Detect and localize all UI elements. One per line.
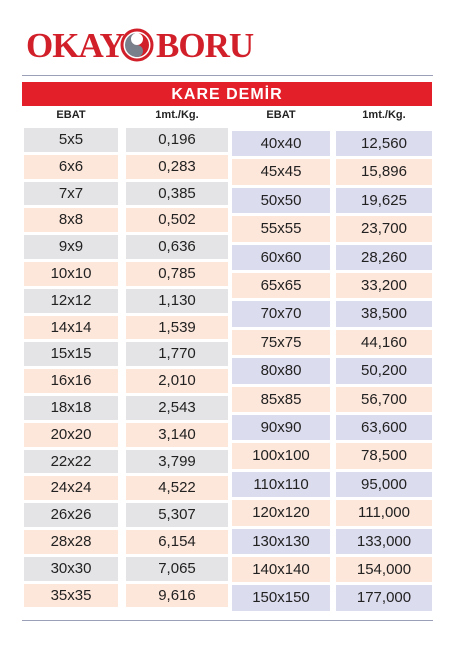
table-cell: 50,200 <box>336 358 432 384</box>
table-cell: 28,260 <box>336 244 432 270</box>
logo-left: OKAY <box>26 26 125 65</box>
table-cell: 133,000 <box>336 528 432 554</box>
table-cell: 55x55 <box>232 216 330 242</box>
table-cell: 56,700 <box>336 386 432 412</box>
table-cell: 9,616 <box>126 583 228 608</box>
table-cell: 0,502 <box>126 208 228 233</box>
table-title: KARE DEMİR <box>22 82 432 106</box>
table-cell: 14x14 <box>24 315 118 340</box>
column-header: EBAT <box>56 109 86 121</box>
table-cell: 140x140 <box>232 557 330 583</box>
column-header: 1mt./Kg. <box>362 109 406 121</box>
column-header: EBAT <box>266 109 296 121</box>
table-cell: 18x18 <box>24 396 118 420</box>
rule <box>22 75 433 76</box>
table-cell: 5,307 <box>126 503 228 527</box>
table-cell: 9x9 <box>24 235 118 259</box>
table-cell: 85x85 <box>232 386 330 412</box>
table-cell: 33,200 <box>336 273 432 299</box>
table-cell: 70x70 <box>232 301 330 327</box>
table-cell: 23,700 <box>336 216 432 242</box>
table-cell: 15,896 <box>336 159 432 185</box>
table-cell: 65x65 <box>232 273 330 299</box>
table-cell: 8x8 <box>24 208 118 233</box>
table-cell: 24x24 <box>24 476 118 501</box>
table-cell: 0,196 <box>126 128 228 152</box>
logo-icon <box>120 28 154 62</box>
table-cell: 0,283 <box>126 154 228 179</box>
table-cell: 1,130 <box>126 288 228 313</box>
table-cell: 6,154 <box>126 530 228 554</box>
table-cell: 22x22 <box>24 449 118 474</box>
table-cell: 20x20 <box>24 422 118 447</box>
table-cell: 7x7 <box>24 181 118 206</box>
table-cell: 12x12 <box>24 288 118 313</box>
table-cell: 0,785 <box>126 262 228 286</box>
logo-right: BORU <box>156 26 254 65</box>
table-cell: 44,160 <box>336 329 432 356</box>
table-cell: 154,000 <box>336 557 432 583</box>
table-cell: 38,500 <box>336 301 432 327</box>
table-cell: 177,000 <box>336 585 432 611</box>
table-cell: 78,500 <box>336 443 432 469</box>
table-cell: 100x100 <box>232 443 330 469</box>
table-cell: 5x5 <box>24 128 118 152</box>
rule <box>22 620 433 621</box>
table-cell: 15x15 <box>24 342 118 367</box>
table-cell: 12,560 <box>336 131 432 157</box>
table-cell: 0,636 <box>126 235 228 259</box>
table-cell: 40x40 <box>232 131 330 157</box>
column-header: 1mt./Kg. <box>155 109 199 121</box>
table-cell: 16x16 <box>24 369 118 393</box>
table-cell: 26x26 <box>24 503 118 527</box>
table-cell: 6x6 <box>24 154 118 179</box>
table-cell: 0,385 <box>126 181 228 206</box>
table-cell: 50x50 <box>232 187 330 214</box>
table-cell: 63,600 <box>336 415 432 441</box>
table-cell: 75x75 <box>232 329 330 356</box>
table-cell: 35x35 <box>24 583 118 608</box>
table-cell: 130x130 <box>232 528 330 554</box>
table-cell: 3,799 <box>126 449 228 474</box>
table-cell: 4,522 <box>126 476 228 501</box>
table-cell: 19,625 <box>336 187 432 214</box>
table-cell: 80x80 <box>232 358 330 384</box>
table-cell: 30x30 <box>24 556 118 581</box>
table-cell: 110x110 <box>232 471 330 498</box>
table-cell: 2,543 <box>126 396 228 420</box>
table-cell: 150x150 <box>232 585 330 611</box>
table-cell: 120x120 <box>232 500 330 526</box>
table-cell: 1,770 <box>126 342 228 367</box>
table-cell: 60x60 <box>232 244 330 270</box>
table-cell: 7,065 <box>126 556 228 581</box>
table-cell: 45x45 <box>232 159 330 185</box>
table-cell: 2,010 <box>126 369 228 393</box>
table-cell: 28x28 <box>24 530 118 554</box>
table-cell: 1,539 <box>126 315 228 340</box>
table-cell: 90x90 <box>232 415 330 441</box>
table-cell: 10x10 <box>24 262 118 286</box>
table-cell: 3,140 <box>126 422 228 447</box>
table-cell: 95,000 <box>336 471 432 498</box>
table-cell: 111,000 <box>336 500 432 526</box>
